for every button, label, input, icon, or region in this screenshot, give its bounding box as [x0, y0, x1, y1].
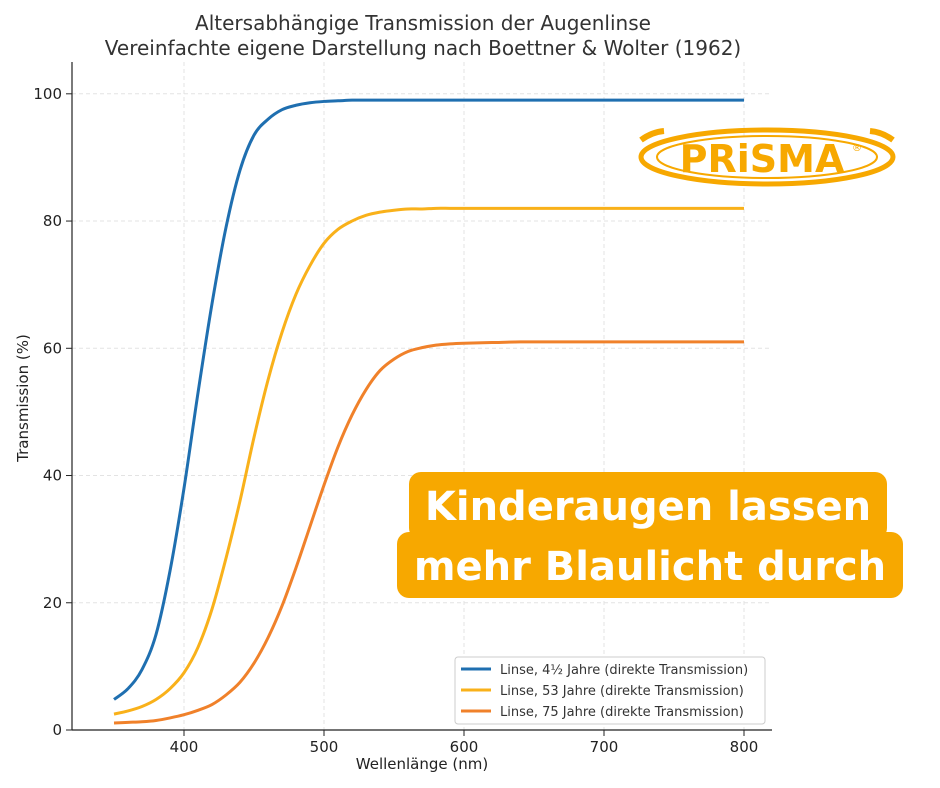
callout-line-2: mehr Blaulicht durch	[414, 544, 886, 590]
logo-text: PRiSMA	[680, 137, 845, 181]
callout-box-top	[409, 472, 887, 540]
logo-registered-mark: ®	[852, 143, 862, 154]
series-line-2	[113, 206, 744, 716]
x-tick-label: 500	[310, 738, 339, 756]
prisma-logo: PRiSMA ®	[638, 127, 896, 187]
x-tick-label: 800	[730, 738, 759, 756]
series-line-3	[113, 340, 745, 725]
x-tick-label: 400	[170, 738, 199, 756]
y-tick-label: 100	[33, 85, 62, 103]
series-line-1	[113, 98, 744, 701]
callout-line-1: Kinderaugen lassen	[425, 484, 871, 530]
ticks: 0 20 40 60 80 100 400 500 600 700 800	[33, 85, 758, 756]
y-tick-label: 60	[43, 339, 62, 357]
y-tick-label: 0	[52, 721, 62, 739]
y-tick-label: 20	[43, 594, 62, 612]
x-axis-label: Wellenlänge (nm)	[356, 755, 488, 773]
callout-box-bottom	[397, 532, 903, 598]
y-tick-label: 40	[43, 467, 62, 485]
legend: Linse, 4½ Jahre (direkte Transmission) Li…	[454, 656, 766, 725]
chart-title: Altersabhängige Transmission der Augenli…	[195, 11, 651, 35]
y-tick-label: 80	[43, 212, 62, 230]
legend-label-1: Linse, 4½ Jahre (direkte Transmission)	[500, 663, 748, 678]
y-axis-label: Transmission (%)	[14, 334, 32, 463]
legend-label-3: Linse, 75 Jahre (direkte Transmission)	[500, 705, 744, 720]
x-tick-label: 600	[450, 738, 479, 756]
callout: Kinderaugen lassen mehr Blaulicht durch	[397, 472, 903, 598]
legend-box	[454, 656, 766, 725]
series-layer	[113, 98, 745, 725]
chart-subtitle: Vereinfachte eigene Darstellung nach Boe…	[105, 36, 741, 60]
x-tick-label: 700	[590, 738, 619, 756]
legend-label-2: Linse, 53 Jahre (direkte Transmission)	[500, 684, 744, 699]
